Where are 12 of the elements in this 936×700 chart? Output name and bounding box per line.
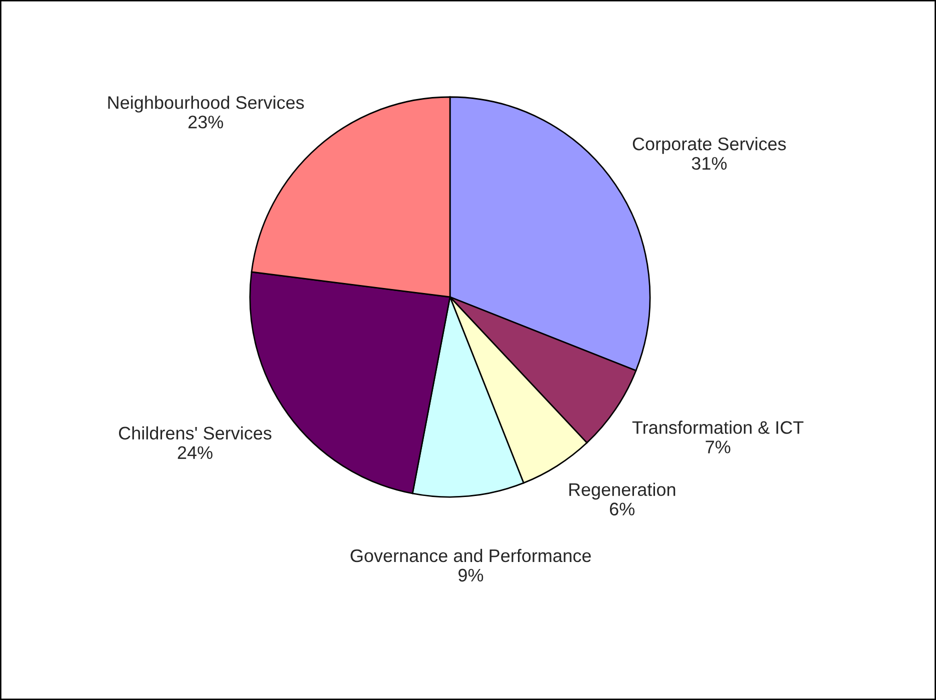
slice-label: Transformation & ICT (632, 420, 804, 434)
data-label: 9% (458, 568, 484, 582)
slice-label: Neighbourhood Services (108, 96, 304, 113)
slice-label: Regeneration (569, 482, 676, 500)
data-label: 31% (692, 156, 727, 170)
slice-label: Childrens' Services (118, 426, 272, 440)
slice-label: Governance and Performance (350, 548, 591, 562)
data-label: 6% (610, 502, 634, 516)
data-label: 7% (706, 440, 730, 454)
slice-label: Corporate Services (632, 137, 786, 154)
data-label: 23% (188, 116, 224, 128)
data-label: 24% (178, 446, 212, 459)
